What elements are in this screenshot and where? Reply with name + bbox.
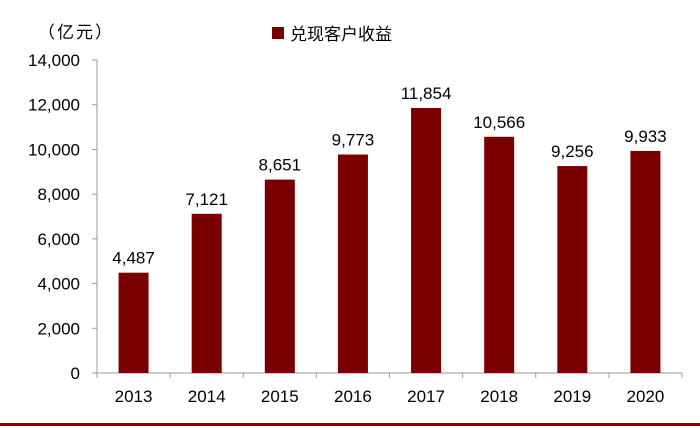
x-tick-label: 2013 bbox=[115, 387, 153, 406]
data-label: 11,854 bbox=[401, 84, 452, 103]
legend-swatch bbox=[272, 26, 284, 39]
y-tick-label: 10,000 bbox=[28, 140, 80, 159]
data-label: 7,121 bbox=[185, 190, 228, 209]
data-label: 9,256 bbox=[551, 142, 594, 161]
x-tick-label: 2019 bbox=[553, 387, 591, 406]
y-tick-label: 2,000 bbox=[37, 319, 80, 338]
y-tick-label: 12,000 bbox=[28, 96, 80, 115]
y-axis-unit-label: （亿元） bbox=[38, 23, 114, 43]
bar bbox=[337, 154, 368, 373]
bar bbox=[630, 150, 661, 373]
bar bbox=[557, 166, 588, 373]
bottom-rule bbox=[0, 423, 700, 426]
bar bbox=[191, 213, 222, 373]
x-tick-label: 2018 bbox=[480, 387, 518, 406]
data-label: 8,651 bbox=[259, 156, 302, 175]
data-label: 9,773 bbox=[332, 131, 375, 150]
data-label: 10,566 bbox=[473, 113, 525, 132]
legend-label: 兑现客户收益 bbox=[290, 25, 392, 45]
data-label: 9,933 bbox=[624, 127, 667, 146]
legend: 兑现客户收益 bbox=[272, 20, 392, 45]
y-tick-label: 14,000 bbox=[28, 51, 80, 70]
x-tick-label: 2015 bbox=[261, 387, 299, 406]
x-tick-label: 2020 bbox=[627, 387, 665, 406]
y-tick-label: 8,000 bbox=[37, 185, 80, 204]
y-tick-label: 4,000 bbox=[37, 275, 80, 294]
data-label: 4,487 bbox=[112, 249, 155, 268]
x-tick-label: 2017 bbox=[407, 387, 445, 406]
bar bbox=[411, 107, 442, 374]
x-tick-label: 2014 bbox=[188, 387, 226, 406]
y-tick-label: 6,000 bbox=[37, 230, 80, 249]
bar bbox=[118, 272, 149, 373]
bar bbox=[264, 179, 295, 373]
x-tick-label: 2016 bbox=[334, 387, 372, 406]
y-tick-label: 0 bbox=[71, 364, 80, 383]
bar bbox=[484, 136, 515, 373]
